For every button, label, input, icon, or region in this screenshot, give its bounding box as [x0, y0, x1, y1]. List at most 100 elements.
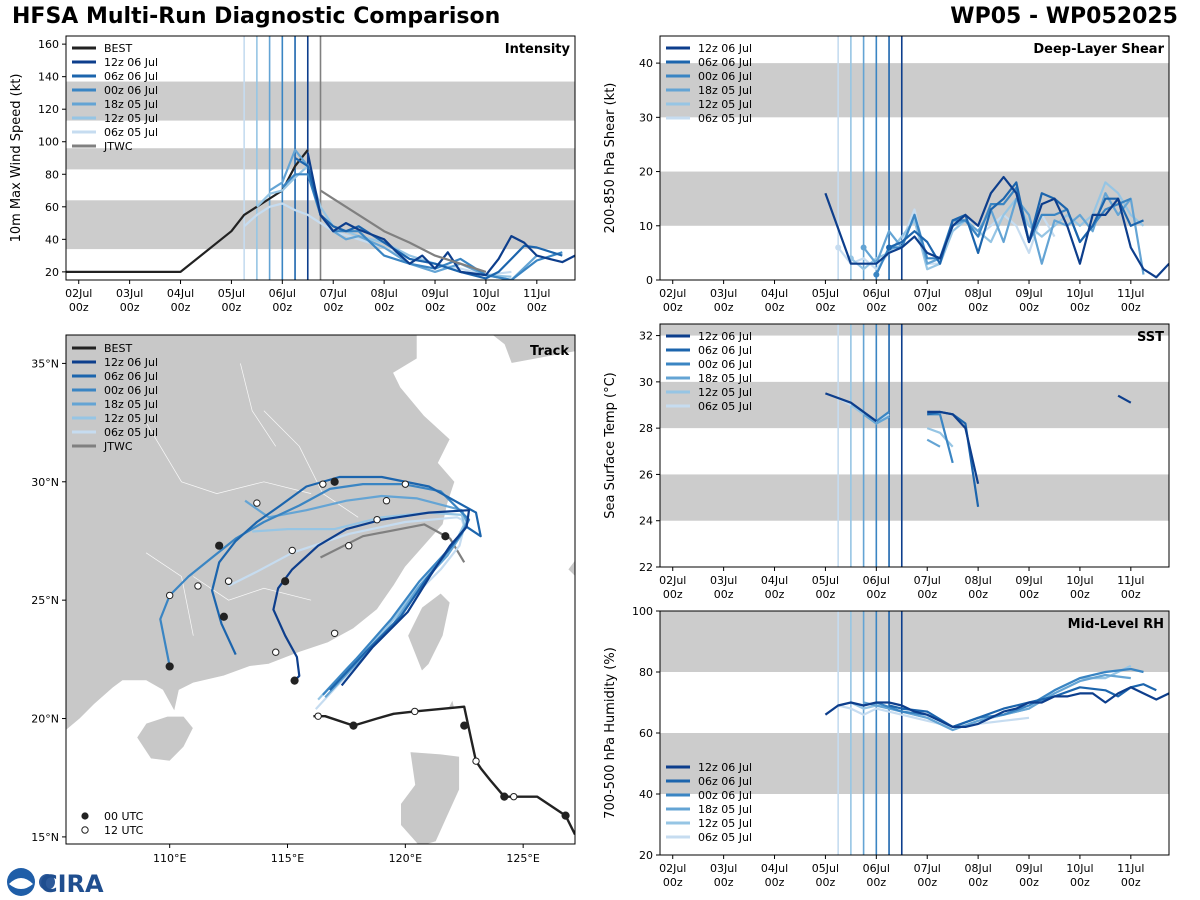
sst-xtick-label: 06Jul [863, 574, 890, 587]
intensity-legend-label: 18z 05 Jul [104, 98, 158, 111]
logo-text: CIRA [40, 870, 104, 898]
track-12utc-marker [288, 546, 296, 555]
province-border [240, 363, 276, 447]
rh-xtick-label: 02Jul [659, 862, 686, 875]
track-xtick-label: 120°E [389, 852, 422, 865]
intensity-xtick-label: 09Jul [421, 287, 448, 300]
rh-plot-area [660, 611, 1169, 855]
rh-xtick-label: 00z [765, 876, 785, 889]
shear-legend-label: 06z 05 Jul [698, 112, 752, 125]
track-legend-label: 12z 05 Jul [104, 412, 158, 425]
shear-xtick-label: 00z [968, 301, 988, 314]
track-marker-legend-label: 00 UTC [104, 810, 144, 823]
rh-ytick-label: 60 [639, 727, 653, 740]
rh-xtick-label: 07Jul [914, 862, 941, 875]
track-ytick-label: 35°N [31, 357, 59, 370]
rh-legend-label: 06z 06 Jul [698, 775, 752, 788]
sst-series-line [927, 410, 980, 484]
province-border [193, 576, 312, 601]
sst-ytick-label: 28 [639, 422, 653, 435]
shear-xtick-label: 06Jul [863, 287, 890, 300]
sst-xtick-label: 00z [1019, 588, 1039, 601]
track-line [272, 509, 471, 687]
shear-xtick-label: 00z [1121, 301, 1141, 314]
track-title: Track [530, 344, 569, 359]
shear-xtick-label: 11Jul [1117, 287, 1144, 300]
intensity-legend-label: BEST [104, 42, 132, 55]
rh-xtick-label: 05Jul [812, 862, 839, 875]
sst-xtick-label: 00z [968, 588, 988, 601]
luzon [400, 751, 460, 844]
rh-xtick-label: 03Jul [710, 862, 737, 875]
shear-init-marker [860, 244, 867, 251]
track-12utc-marker [314, 712, 322, 720]
track-legend-label: BEST [104, 342, 132, 355]
province-borders [145, 363, 359, 636]
rh-xtick-label: 00z [1019, 876, 1039, 889]
rh-threshold-band [660, 733, 1169, 794]
track-00utc-marker [330, 477, 339, 486]
sst-xtick-label: 00z [663, 588, 683, 601]
intensity-ytick-label: 60 [45, 201, 59, 214]
sst-legend-label: 18z 05 Jul [698, 372, 752, 385]
intensity-ytick-label: 40 [45, 233, 59, 246]
intensity-plot-area [66, 36, 575, 280]
rh-xtick-label: 06Jul [863, 862, 890, 875]
sst-series-line [926, 427, 954, 448]
shear-xtick-label: 02Jul [659, 287, 686, 300]
rh-series-line [824, 686, 1169, 729]
intensity-xtick-label: 00z [171, 301, 191, 314]
taiwan [407, 592, 451, 672]
sst-ytick-label: 32 [639, 330, 653, 343]
track-line [252, 511, 466, 701]
intensity-series-line [294, 157, 563, 280]
hainan [136, 715, 194, 762]
rh-legend-label: 06z 05 Jul [698, 831, 752, 844]
rh-series-line [837, 704, 1030, 729]
shear-init-marker [886, 244, 893, 251]
sst-threshold-band [660, 324, 1169, 336]
shear-threshold-band [660, 63, 1169, 118]
rh-xtick-label: 00z [1121, 876, 1141, 889]
sst-xtick-label: 07Jul [914, 574, 941, 587]
sst-legend-label: 06z 05 Jul [698, 400, 752, 413]
rh-xtick-label: 00z [816, 876, 836, 889]
track-12utc-marker [411, 707, 419, 716]
intensity-xtick-label: 07Jul [320, 287, 347, 300]
track-00utc-marker [441, 532, 450, 541]
track-12utc-marker [253, 499, 261, 507]
track-legend-label: 00z 06 Jul [104, 384, 158, 397]
track-xtick-label: 115°E [271, 852, 304, 865]
intensity-xtick-label: 00z [425, 301, 445, 314]
track-12utc-marker [373, 515, 381, 524]
sst-threshold-band [660, 474, 1169, 521]
shear-legend-label: 12z 06 Jul [698, 42, 752, 55]
intensity-xtick-label: 00z [527, 301, 547, 314]
intensity-xtick-label: 00z [222, 301, 242, 314]
track-12utc-marker [194, 582, 202, 590]
track-xtick-label: 110°E [153, 852, 186, 865]
sst-xtick-label: 00z [765, 588, 785, 601]
track-legend-label: 06z 06 Jul [104, 370, 158, 383]
track-00utc-marker [219, 612, 228, 621]
track-12utc-marker [272, 648, 280, 656]
cira-globe-icon [39, 874, 55, 890]
rh-xtick-label: 08Jul [964, 862, 991, 875]
intensity-legend-label: 06z 05 Jul [104, 126, 158, 139]
intensity-xtick-label: 00z [476, 301, 496, 314]
rh-xtick-label: 10Jul [1066, 862, 1093, 875]
intensity-xtick-label: 11Jul [523, 287, 550, 300]
rh-legend-label: 12z 06 Jul [698, 761, 752, 774]
sst-xtick-label: 11Jul [1117, 574, 1144, 587]
noaa-bird-icon [9, 878, 33, 889]
track-00utc-marker [165, 662, 174, 671]
intensity-series-line [281, 173, 563, 280]
intensity-title: Intensity [505, 42, 571, 57]
rh-xtick-label: 04Jul [761, 862, 788, 875]
shear-xtick-label: 00z [714, 301, 734, 314]
intensity-xtick-label: 06Jul [269, 287, 296, 300]
sst-frame [659, 323, 1170, 568]
shear-xtick-label: 09Jul [1015, 287, 1042, 300]
rh-xtick-label: 00z [866, 876, 886, 889]
sst-xtick-label: 02Jul [659, 574, 686, 587]
